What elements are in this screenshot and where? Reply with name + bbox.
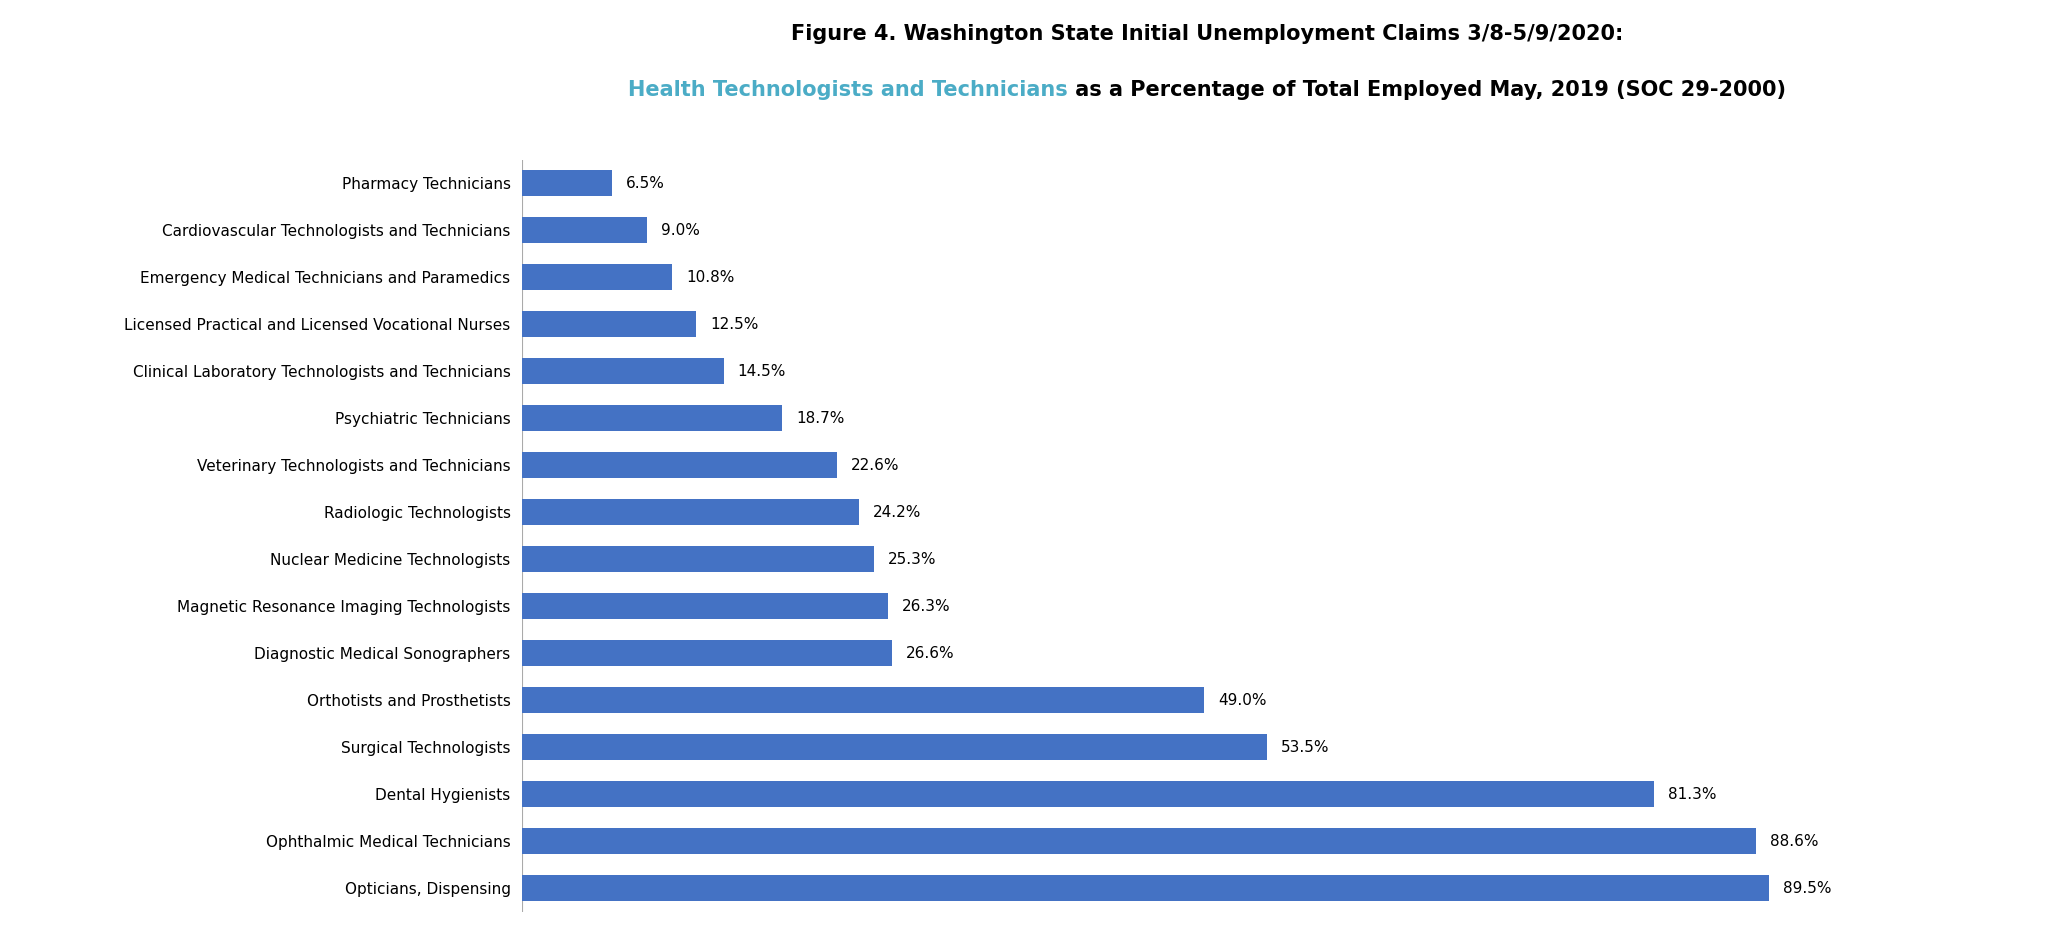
Text: 88.6%: 88.6%	[1770, 834, 1819, 849]
Bar	[522, 311, 696, 337]
Text: 10.8%: 10.8%	[685, 270, 735, 285]
Text: 6.5%: 6.5%	[626, 176, 665, 191]
Bar	[522, 170, 612, 196]
Bar	[522, 640, 892, 666]
Bar	[522, 405, 782, 431]
Text: 81.3%: 81.3%	[1667, 787, 1717, 802]
Bar	[522, 687, 1205, 713]
Bar	[522, 875, 1768, 901]
Text: 22.6%: 22.6%	[851, 458, 898, 473]
Bar	[522, 358, 724, 384]
Bar	[522, 593, 888, 619]
Text: 49.0%: 49.0%	[1217, 693, 1266, 708]
Bar	[522, 452, 837, 478]
Text: 24.2%: 24.2%	[874, 505, 921, 520]
Bar	[522, 217, 647, 243]
Text: Figure 4. Washington State Initial Unemployment Claims 3/8-5/9/2020:: Figure 4. Washington State Initial Unemp…	[792, 24, 1622, 43]
Text: as a Percentage of Total Employed May, 2019 (SOC 29-2000): as a Percentage of Total Employed May, 2…	[1068, 80, 1786, 100]
Text: 14.5%: 14.5%	[739, 364, 786, 379]
Text: 18.7%: 18.7%	[796, 411, 845, 426]
Text: 25.3%: 25.3%	[888, 552, 937, 567]
Text: 12.5%: 12.5%	[710, 317, 759, 332]
Text: 89.5%: 89.5%	[1782, 881, 1831, 896]
Text: Health Technologists and Technicians: Health Technologists and Technicians	[628, 80, 1068, 100]
Bar	[522, 828, 1755, 854]
Bar	[522, 264, 673, 290]
Bar	[522, 499, 859, 525]
Text: 53.5%: 53.5%	[1281, 740, 1330, 755]
Bar	[522, 546, 874, 572]
Text: 9.0%: 9.0%	[661, 223, 700, 238]
Bar	[522, 781, 1655, 807]
Bar	[522, 734, 1266, 760]
Text: 26.3%: 26.3%	[902, 599, 951, 614]
Text: 26.6%: 26.6%	[906, 646, 955, 661]
